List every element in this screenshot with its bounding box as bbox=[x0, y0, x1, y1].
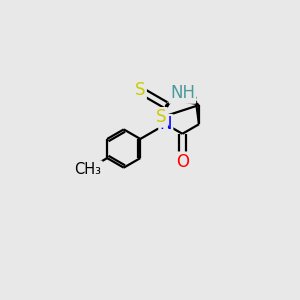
Text: CH₃: CH₃ bbox=[74, 162, 101, 177]
Text: S: S bbox=[135, 81, 146, 99]
Text: O: O bbox=[176, 153, 189, 171]
Text: S: S bbox=[156, 108, 166, 126]
Text: N: N bbox=[160, 115, 172, 133]
Text: NH: NH bbox=[170, 85, 195, 103]
